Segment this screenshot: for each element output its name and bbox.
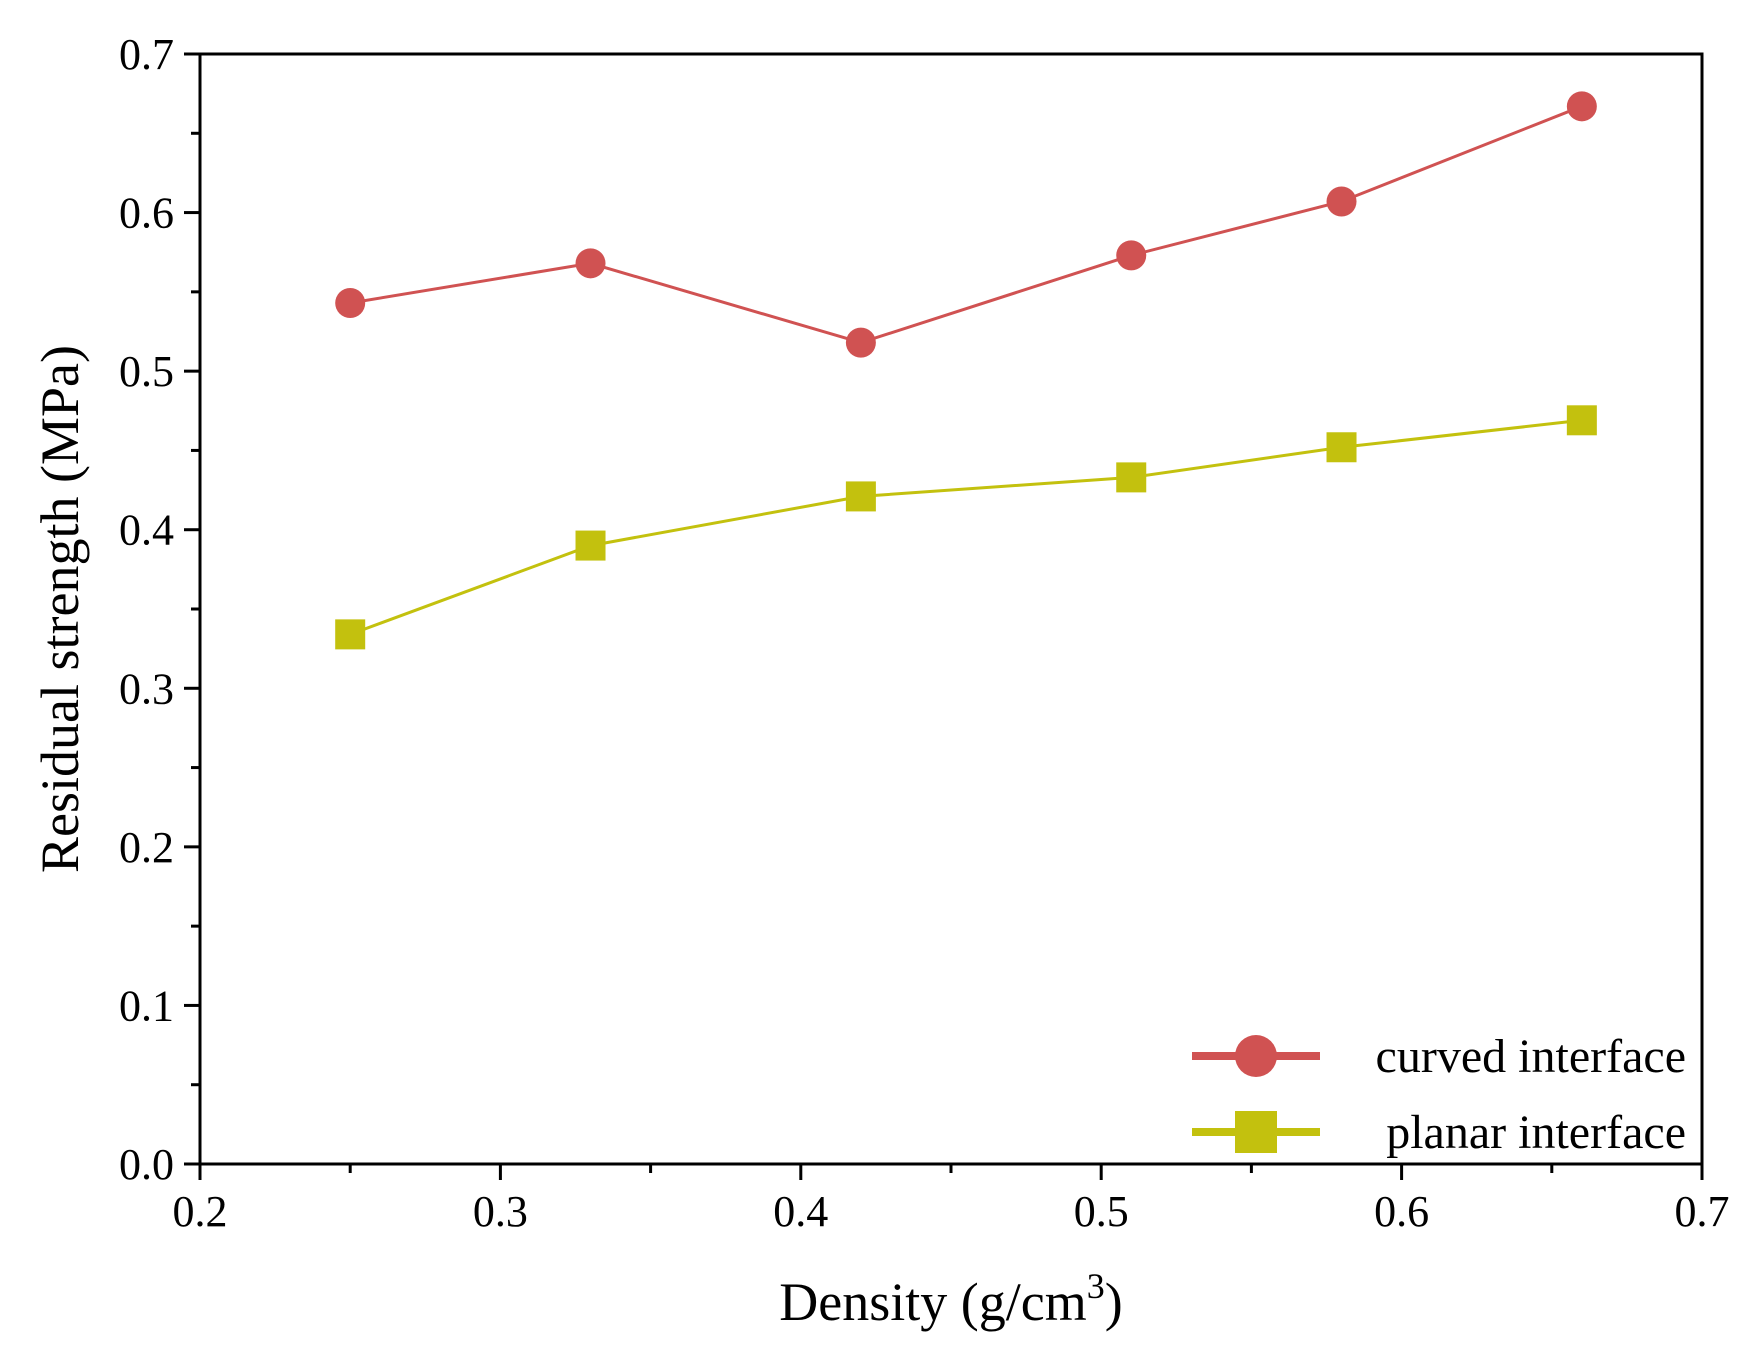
y-tick-label: 0.1 — [119, 981, 174, 1030]
data-point-curved-interface — [1566, 91, 1597, 122]
data-point-planar-interface — [575, 530, 606, 561]
plot-border — [198, 52, 1704, 1166]
legend-label-planar-interface: planar interface — [1386, 1106, 1686, 1159]
x-tick-label: 0.3 — [473, 1187, 528, 1236]
x-tick-label: 0.2 — [173, 1187, 228, 1236]
series-line-curved-interface — [349, 104, 1583, 345]
data-point-curved-interface — [845, 327, 876, 358]
x-tick-label: 0.5 — [1074, 1187, 1129, 1236]
data-point-curved-interface — [335, 287, 366, 318]
legend-marker-curved-interface — [1235, 1035, 1277, 1077]
x-tick-label: 0.7 — [1675, 1187, 1730, 1236]
series-layer — [335, 91, 1597, 650]
y-tick-label: 0.5 — [119, 347, 174, 396]
x-axis-title: Density (g/cm3) — [779, 1266, 1122, 1332]
y-tick-label: 0.3 — [119, 664, 174, 713]
y-tick-label: 0.7 — [119, 30, 174, 79]
series-line-planar-interface — [349, 418, 1582, 636]
data-point-planar-interface — [845, 481, 876, 512]
data-point-planar-interface — [1566, 405, 1597, 436]
y-axis: 0.0 0.1 0.2 0.3 0.4 0.5 0.6 0.7 — [119, 30, 200, 1189]
legend-label-curved-interface: curved interface — [1376, 1030, 1686, 1083]
data-point-curved-interface — [1116, 240, 1147, 271]
data-point-planar-interface — [1116, 462, 1147, 493]
y-tick-label: 0.6 — [119, 189, 174, 238]
y-axis-title: Residual strength (MPa) — [30, 345, 90, 873]
data-point-planar-interface — [1326, 432, 1357, 463]
plot-frame — [198, 52, 1704, 1166]
x-tick-label: 0.4 — [773, 1187, 828, 1236]
y-tick-label: 0.4 — [119, 506, 174, 555]
x-axis: 0.2 0.3 0.4 0.5 0.6 0.7 — [173, 1164, 1730, 1236]
y-tick-label: 0.2 — [119, 823, 174, 872]
legend: curved interface planar interface — [1192, 1030, 1686, 1159]
data-point-curved-interface — [575, 248, 606, 279]
legend-marker-planar-interface — [1235, 1111, 1277, 1153]
y-tick-label: 0.0 — [119, 1140, 174, 1189]
data-point-curved-interface — [1326, 186, 1357, 217]
x-tick-label: 0.6 — [1374, 1187, 1429, 1236]
data-point-planar-interface — [335, 619, 366, 650]
